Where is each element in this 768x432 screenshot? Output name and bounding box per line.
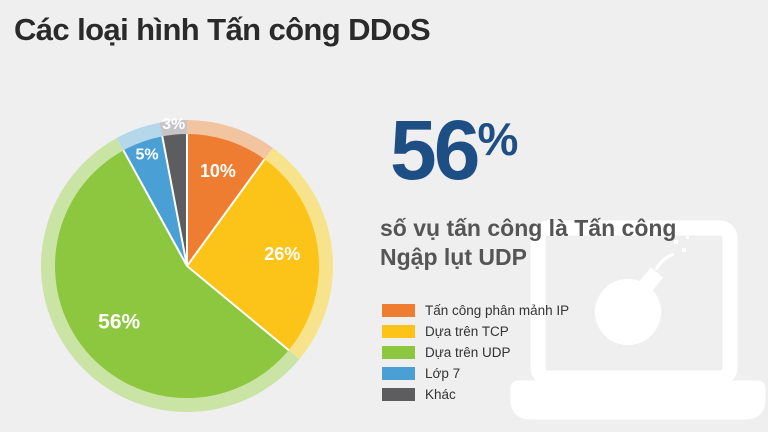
pie-slice-dua-tren-tcp <box>187 159 319 351</box>
legend-item-tan-cong-phan-manh-ip: Tấn công phân mảnh IP <box>382 300 569 321</box>
highlight-text-line1: số vụ tấn công là Tấn công <box>380 215 677 241</box>
legend-label: Dựa trên UDP <box>425 345 511 360</box>
highlight-text: số vụ tấn công là Tấn công Ngập lụt UDP <box>380 214 760 272</box>
pie-label-dua-tren-tcp: 26% <box>264 244 300 264</box>
legend-label: Dựa trên TCP <box>425 324 509 339</box>
legend-swatch <box>382 325 415 338</box>
legend-swatch <box>382 388 415 401</box>
pie-divider <box>122 149 188 267</box>
highlight-unit: % <box>477 113 519 165</box>
highlight-percentage: 56% <box>390 108 518 192</box>
pie-label-khac: 3% <box>162 116 185 133</box>
pie-label-lop-7: 5% <box>135 146 158 163</box>
legend-item-dua-tren-tcp: Dựa trên TCP <box>382 321 569 342</box>
legend-swatch <box>382 346 415 359</box>
pie-divider <box>161 136 188 267</box>
legend-item-dua-tren-udp: Dựa trên UDP <box>382 342 569 363</box>
chart-legend: Tấn công phân mảnh IP Dựa trên TCP Dựa trê… <box>382 300 569 405</box>
pie-divider <box>186 265 290 351</box>
legend-label: Lớp 7 <box>425 366 461 381</box>
legend-item-khac: Khác <box>382 384 569 405</box>
pie-slice-tan-cong-phan-manh-ip <box>187 134 265 266</box>
pie-label-tan-cong-phan-manh-ip: 10% <box>200 161 236 181</box>
pie-slice-lop-7 <box>123 136 187 266</box>
legend-label: Tấn công phân mảnh IP <box>425 303 570 318</box>
pie-divider <box>186 158 266 267</box>
legend-swatch <box>382 367 415 380</box>
legend-swatch <box>382 304 415 317</box>
pie-slice-dua-tren-udp <box>54 150 289 399</box>
pie-label-dua-tren-udp: 56% <box>98 311 140 334</box>
legend-label: Khác <box>425 387 456 402</box>
highlight-text-line2: Ngập lụt UDP <box>380 244 527 270</box>
bomb-icon <box>595 234 689 345</box>
highlight-value: 56 <box>390 103 480 197</box>
legend-item-lop-7: Lớp 7 <box>382 363 569 384</box>
chart-title: Các loại hình Tấn công DDoS <box>14 12 431 47</box>
